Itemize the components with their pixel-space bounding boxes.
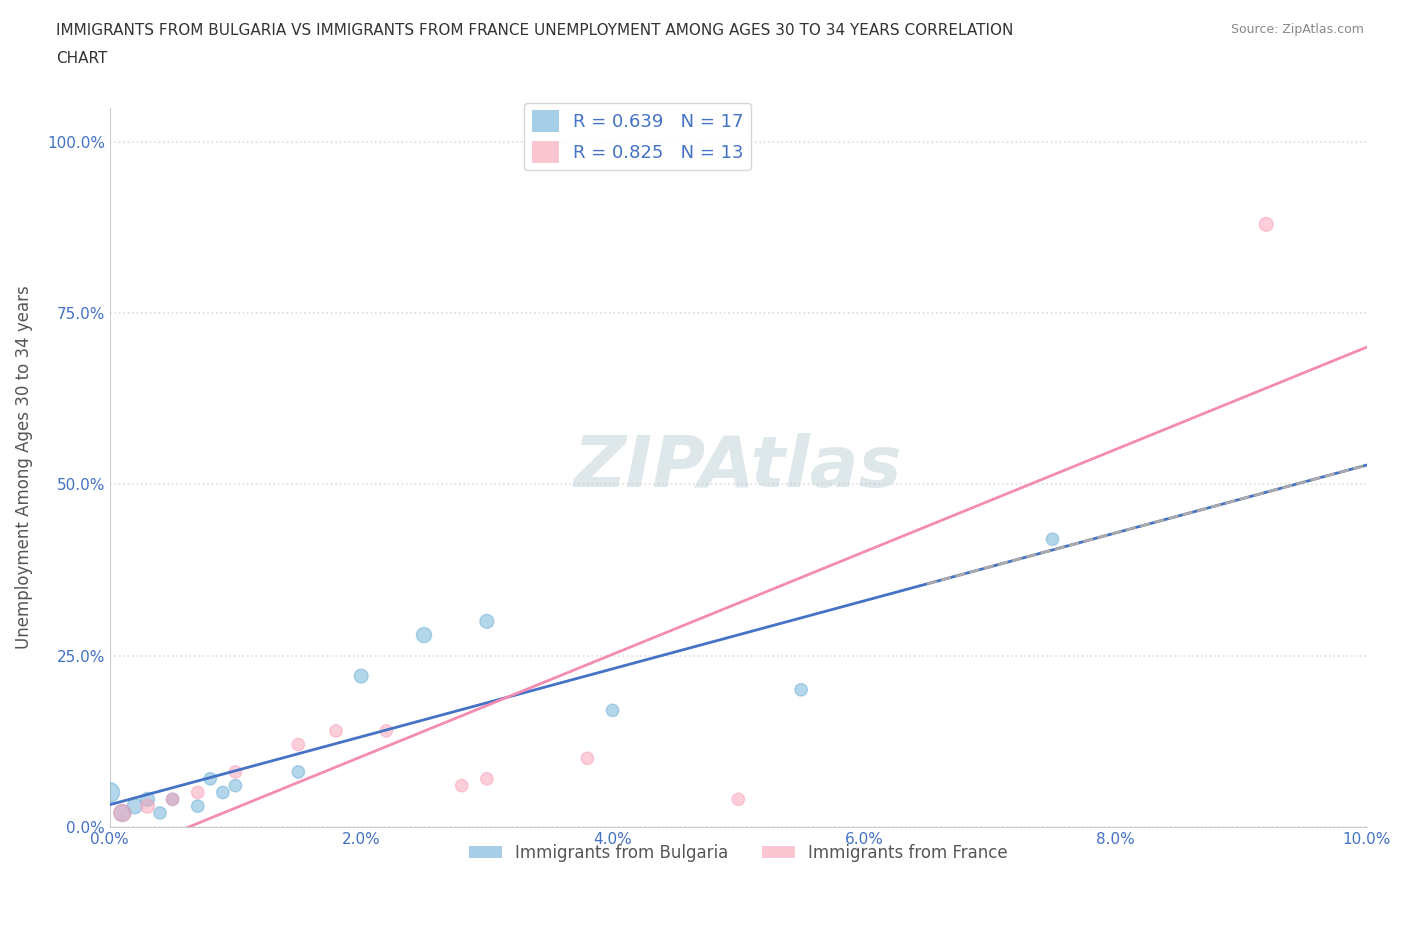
Point (200, 771, 222, 786)
Point (450, 778, 472, 793)
Text: IMMIGRANTS FROM BULGARIA VS IMMIGRANTS FROM FRANCE UNEMPLOYMENT AMONG AGES 30 TO: IMMIGRANTS FROM BULGARIA VS IMMIGRANTS F… (56, 23, 1014, 38)
Point (187, 785, 209, 800)
Point (1042, 532, 1064, 547)
Point (1256, 217, 1278, 232)
Point (224, 778, 246, 793)
Point (325, 724, 347, 738)
Text: ZIPAtlas: ZIPAtlas (574, 432, 903, 502)
Point (287, 737, 309, 752)
Point (413, 628, 436, 643)
Point (727, 791, 749, 806)
Point (162, 791, 184, 806)
Point (375, 724, 398, 738)
Point (187, 799, 209, 814)
Point (124, 799, 146, 814)
Point (576, 751, 599, 765)
Text: Source: ZipAtlas.com: Source: ZipAtlas.com (1230, 23, 1364, 36)
Legend: Immigrants from Bulgaria, Immigrants from France: Immigrants from Bulgaria, Immigrants fro… (461, 837, 1015, 869)
Point (111, 805, 134, 820)
Point (602, 703, 624, 718)
Point (790, 683, 813, 698)
Point (475, 771, 498, 786)
Point (224, 764, 246, 779)
Point (98, 785, 121, 800)
Point (162, 791, 184, 806)
Point (212, 785, 235, 800)
Point (287, 764, 309, 779)
Point (136, 791, 159, 806)
Point (475, 614, 498, 629)
Text: CHART: CHART (56, 51, 108, 66)
Point (149, 805, 172, 820)
Point (136, 799, 159, 814)
Point (111, 805, 134, 820)
Y-axis label: Unemployment Among Ages 30 to 34 years: Unemployment Among Ages 30 to 34 years (15, 286, 32, 649)
Point (350, 669, 373, 684)
